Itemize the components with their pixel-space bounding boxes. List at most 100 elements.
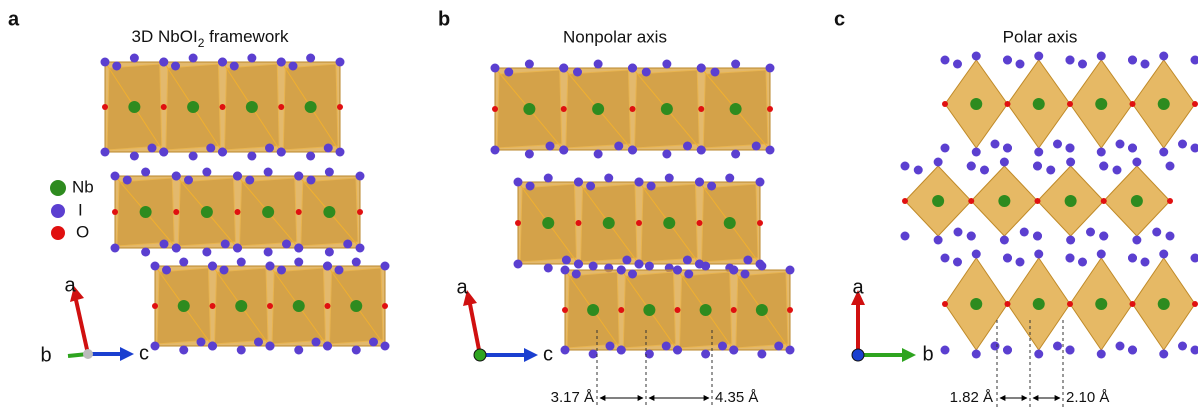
nb-atom bbox=[542, 217, 554, 229]
i-atom bbox=[525, 150, 534, 159]
o-atom bbox=[902, 198, 908, 204]
i-atom bbox=[1099, 232, 1108, 241]
i-atom bbox=[369, 338, 378, 347]
i-atom bbox=[1066, 158, 1075, 167]
i-atom bbox=[233, 244, 242, 253]
legend-o-atom bbox=[51, 226, 65, 240]
distance-label: 4.35 Å bbox=[715, 389, 758, 406]
nb-atom bbox=[724, 217, 736, 229]
i-atom bbox=[294, 258, 303, 267]
axis-label: a bbox=[64, 274, 76, 296]
i-atom bbox=[1128, 346, 1137, 355]
o-atom bbox=[757, 220, 763, 226]
i-atom bbox=[972, 250, 981, 259]
i-atom bbox=[237, 258, 246, 267]
i-atom bbox=[628, 270, 637, 279]
i-atom bbox=[254, 338, 263, 347]
nb-atom bbox=[1033, 298, 1045, 310]
i-atom bbox=[1099, 162, 1108, 171]
i-atom bbox=[695, 178, 704, 187]
i-atom bbox=[184, 176, 193, 185]
i-atom bbox=[504, 68, 513, 77]
o-atom bbox=[173, 209, 179, 215]
i-atom bbox=[594, 150, 603, 159]
i-atom bbox=[162, 266, 171, 275]
figure: a 3D NbOI2 framework Nb I O a b c b Nonp… bbox=[0, 0, 1198, 412]
axis-head bbox=[120, 347, 134, 361]
i-atom bbox=[141, 248, 150, 257]
i-atom bbox=[901, 162, 910, 171]
i-atom bbox=[752, 142, 761, 151]
i-atom bbox=[336, 148, 345, 157]
i-atom bbox=[323, 342, 332, 351]
i-atom bbox=[594, 60, 603, 69]
i-atom bbox=[130, 54, 139, 63]
nb-atom bbox=[998, 195, 1010, 207]
axis-label: a bbox=[456, 276, 468, 298]
title-rest: framework bbox=[204, 27, 289, 46]
i-atom bbox=[277, 266, 286, 275]
i-atom bbox=[289, 62, 298, 71]
i-atom bbox=[731, 150, 740, 159]
i-atom bbox=[111, 172, 120, 181]
i-atom bbox=[561, 346, 570, 355]
i-atom bbox=[606, 342, 615, 351]
i-atom bbox=[953, 60, 962, 69]
o-atom bbox=[492, 106, 498, 112]
nb-atom bbox=[663, 217, 675, 229]
legend-i-atom bbox=[51, 204, 65, 218]
o-atom bbox=[112, 209, 118, 215]
axis-triad: a b c bbox=[40, 274, 149, 366]
i-atom bbox=[1066, 236, 1075, 245]
panel-title: 3D NbOI2 framework bbox=[132, 27, 289, 50]
i-atom bbox=[561, 266, 570, 275]
i-atom bbox=[617, 346, 626, 355]
i-atom bbox=[123, 176, 132, 185]
i-atom bbox=[514, 260, 523, 269]
i-atom bbox=[972, 148, 981, 157]
i-atom bbox=[221, 240, 230, 249]
i-atom bbox=[1066, 144, 1075, 153]
i-atom bbox=[325, 168, 334, 177]
i-atom bbox=[282, 240, 291, 249]
i-atom bbox=[1191, 144, 1198, 153]
i-atom bbox=[697, 64, 706, 73]
o-atom bbox=[235, 209, 241, 215]
i-atom bbox=[151, 262, 160, 271]
nb-atom bbox=[730, 103, 742, 115]
i-atom bbox=[662, 150, 671, 159]
legend-label: O bbox=[76, 222, 89, 241]
i-atom bbox=[1066, 254, 1075, 263]
i-atom bbox=[701, 350, 710, 359]
i-atom bbox=[1003, 254, 1012, 263]
i-atom bbox=[756, 178, 765, 187]
o-atom bbox=[1035, 198, 1041, 204]
axis-head bbox=[902, 348, 916, 362]
i-atom bbox=[683, 142, 692, 151]
o-atom bbox=[161, 104, 167, 110]
i-atom bbox=[381, 342, 390, 351]
i-atom bbox=[208, 262, 217, 271]
i-atom bbox=[574, 260, 583, 269]
i-atom bbox=[1166, 162, 1175, 171]
o-atom bbox=[325, 303, 331, 309]
i-atom bbox=[1166, 232, 1175, 241]
o-atom bbox=[102, 104, 108, 110]
o-atom bbox=[618, 307, 624, 313]
axis-label: b bbox=[40, 344, 51, 366]
i-atom bbox=[141, 168, 150, 177]
i-atom bbox=[665, 174, 674, 183]
o-atom bbox=[636, 220, 642, 226]
i-atom bbox=[707, 182, 716, 191]
axis-label: a bbox=[852, 276, 864, 298]
o-atom bbox=[1167, 198, 1173, 204]
nb-atom bbox=[323, 206, 335, 218]
i-atom bbox=[159, 148, 168, 157]
o-atom bbox=[220, 104, 226, 110]
nb-atom bbox=[587, 304, 599, 316]
i-atom bbox=[731, 60, 740, 69]
i-atom bbox=[112, 62, 121, 71]
i-atom bbox=[179, 258, 188, 267]
i-atom bbox=[1066, 346, 1075, 355]
nb-atom bbox=[661, 103, 673, 115]
